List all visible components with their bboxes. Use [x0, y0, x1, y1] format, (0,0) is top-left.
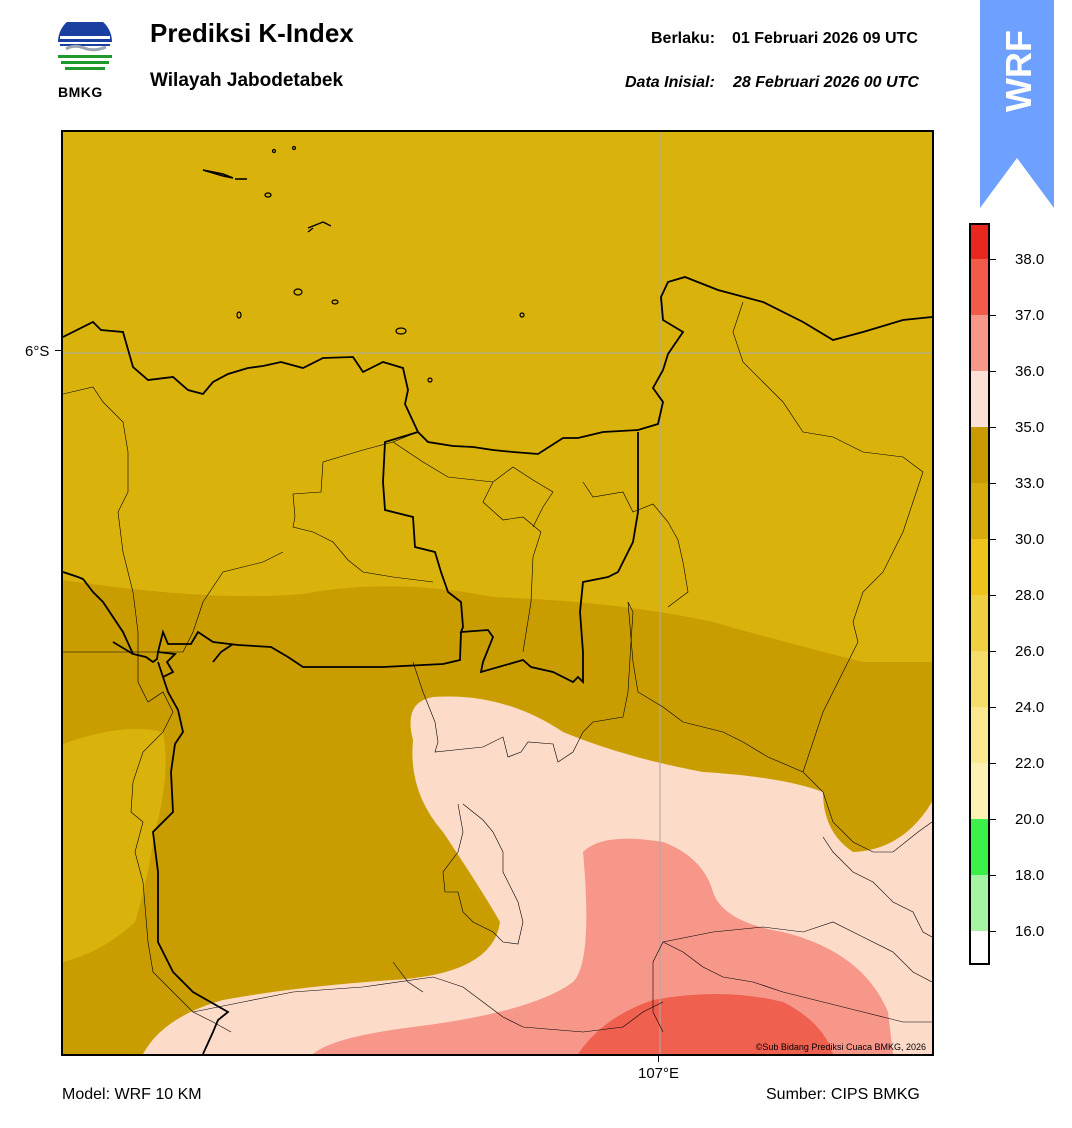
colorbar-tick: [989, 315, 996, 316]
colorbar-segment: [971, 819, 988, 875]
island: [395, 327, 407, 335]
model-label: Model: WRF 10 KM: [62, 1086, 202, 1103]
colorbar-segment: [971, 483, 988, 539]
island: [264, 192, 272, 198]
colorbar-label: 26.0: [1015, 643, 1045, 660]
colorbar-label: 36.0: [1015, 363, 1045, 380]
colorbar-tick: [989, 539, 996, 540]
colorbar-label: 30.0: [1015, 531, 1045, 548]
coastline: [63, 276, 932, 455]
latitude-label: 6°S: [25, 343, 50, 360]
lon-tick: [658, 1056, 659, 1062]
colorbar-tick: [989, 651, 996, 652]
valid-label: Berlaku:: [651, 30, 716, 47]
colorbar-segment: [971, 875, 988, 931]
colorbar-tick: [989, 371, 996, 372]
valid-value: 01 Februari 2026 09 UTC: [732, 30, 918, 47]
source-label: Sumber: CIPS BMKG: [766, 1086, 920, 1103]
colorbar-tick: [989, 259, 996, 260]
colorbar: [969, 223, 990, 965]
map-copyright: ©Sub Bidang Prediksi Cuaca BMKG, 2026: [755, 1042, 926, 1052]
lat-tick: [55, 350, 61, 351]
colorbar-label: 38.0: [1015, 251, 1045, 268]
colorbar-segment: [971, 427, 988, 483]
colorbar-segment: [971, 595, 988, 651]
wrf-arrow-badge: [980, 0, 1054, 208]
page-subtitle: Wilayah Jabodetabek: [150, 70, 344, 91]
colorbar-segment: [971, 539, 988, 595]
kindex-zone-west-lighter: [63, 728, 166, 962]
province-boundaries: [63, 431, 639, 1054]
colorbar-tick: [989, 875, 996, 876]
colorbar-segment: [971, 651, 988, 707]
colorbar-segment: [971, 931, 988, 963]
colorbar-label: 24.0: [1015, 699, 1045, 716]
colorbar-tick: [989, 595, 996, 596]
island: [331, 299, 339, 305]
colorbar-segment: [971, 225, 988, 259]
colorbar-tick: [989, 763, 996, 764]
page-title: Prediksi K-Index: [150, 18, 354, 48]
colorbar-label: 22.0: [1015, 755, 1045, 772]
init-value: 28 Februari 2026 00 UTC: [733, 74, 919, 91]
district-boundaries: [63, 301, 932, 1033]
colorbar-segment: [971, 707, 988, 763]
colorbar-segment: [971, 763, 988, 819]
island: [307, 221, 332, 229]
bmkg-logo-icon: [54, 15, 116, 82]
island: [291, 145, 297, 151]
logo-text: BMKG: [58, 84, 103, 100]
island: [236, 311, 242, 319]
kindex-zone-37-38: [578, 993, 833, 1054]
island: [307, 227, 314, 233]
island: [427, 377, 433, 383]
colorbar-label: 16.0: [1015, 923, 1045, 940]
wrf-badge-text: WRF: [998, 30, 1039, 112]
colorbar-tick: [989, 427, 996, 428]
colorbar-label: 37.0: [1015, 307, 1045, 324]
colorbar-label: 18.0: [1015, 867, 1045, 884]
island: [271, 148, 277, 154]
colorbar-tick: [989, 819, 996, 820]
island: [519, 312, 525, 318]
island: [202, 169, 234, 179]
longitude-label: 107°E: [638, 1065, 680, 1082]
colorbar-tick: [989, 707, 996, 708]
k-index-map: ©Sub Bidang Prediksi Cuaca BMKG, 2026: [61, 130, 934, 1056]
colorbar-label: 20.0: [1015, 811, 1045, 828]
colorbar-tick: [989, 931, 996, 932]
colorbar-segment: [971, 371, 988, 427]
init-label: Data Inisial:: [625, 74, 715, 91]
island: [293, 288, 303, 296]
colorbar-tick: [989, 483, 996, 484]
colorbar-label: 28.0: [1015, 587, 1045, 604]
colorbar-segment: [971, 259, 988, 315]
colorbar-label: 35.0: [1015, 419, 1045, 436]
colorbar-label: 33.0: [1015, 475, 1045, 492]
colorbar-segment: [971, 315, 988, 371]
